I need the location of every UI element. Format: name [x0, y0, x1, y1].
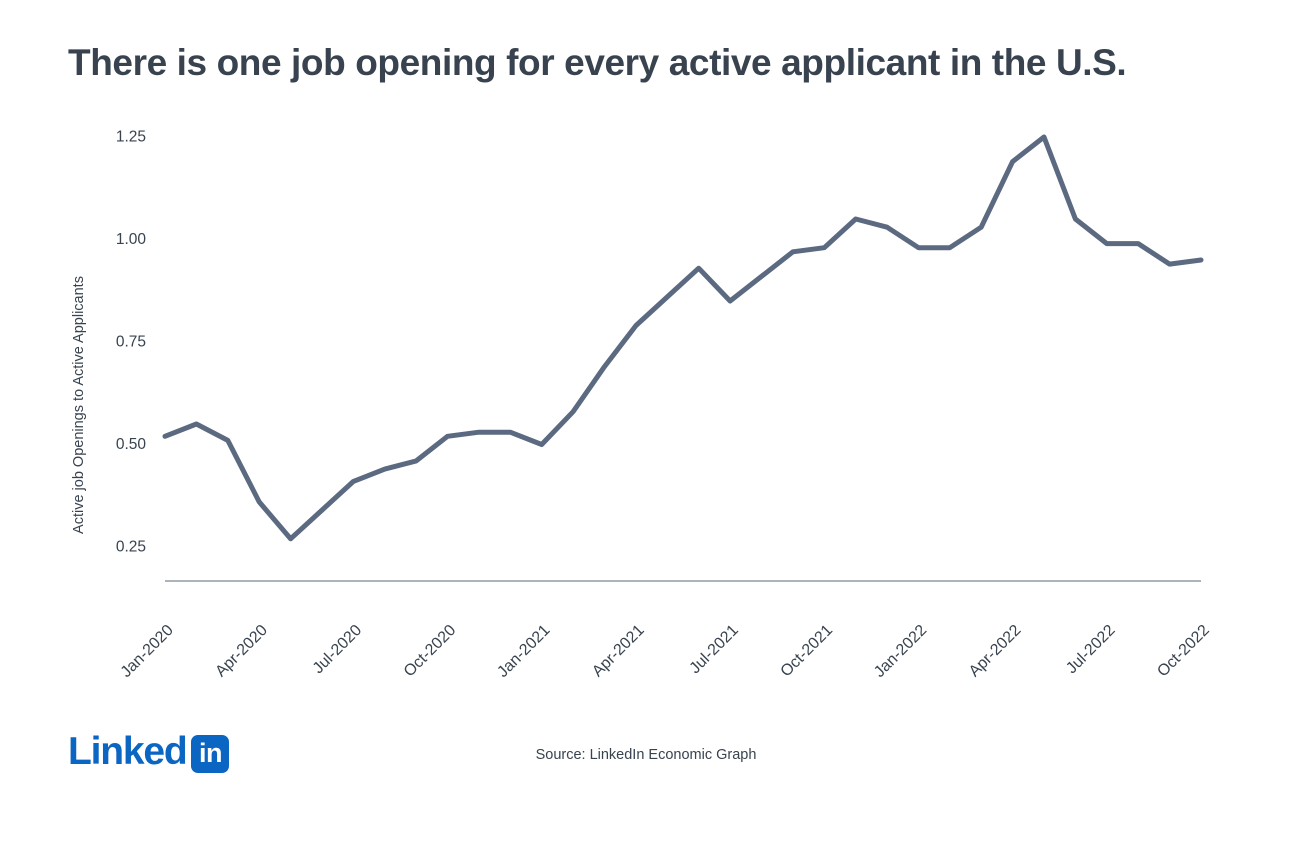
- x-tick-label: Oct-2021: [778, 622, 837, 681]
- y-tick-label: 0.50: [116, 436, 147, 453]
- x-tick-label: Jul-2021: [686, 622, 741, 677]
- source-text: Source: LinkedIn Economic Graph: [535, 747, 757, 763]
- y-tick-label: 1.25: [116, 129, 146, 146]
- linkedin-wordmark: Linked: [68, 730, 188, 773]
- y-tick-label: 0.75: [116, 334, 146, 351]
- x-tick-label: Jul-2022: [1063, 622, 1118, 677]
- x-tick-label: Jan-2020: [118, 622, 177, 681]
- x-tick-label: Apr-2020: [212, 622, 271, 681]
- y-tick-label: 0.25: [116, 539, 146, 556]
- linkedin-badge-icon: in: [191, 735, 230, 773]
- page-title: There is one job opening for every activ…: [68, 42, 1127, 83]
- x-tick-label: Apr-2021: [589, 622, 648, 681]
- x-tick-label: Jan-2021: [494, 622, 553, 681]
- x-tick-label: Jul-2020: [310, 622, 365, 677]
- chart-line: [162, 134, 1204, 542]
- y-axis-label: Active job Openings to Active Applicants: [71, 276, 87, 534]
- x-tick-label: Oct-2022: [1154, 622, 1213, 681]
- y-tick-label: 1.00: [116, 231, 147, 248]
- x-tick-label: Oct-2020: [401, 622, 460, 681]
- x-tick-label: Apr-2022: [966, 622, 1025, 681]
- x-tick-label: Jan-2022: [871, 622, 930, 681]
- linkedin-logo: Linked in: [68, 730, 230, 773]
